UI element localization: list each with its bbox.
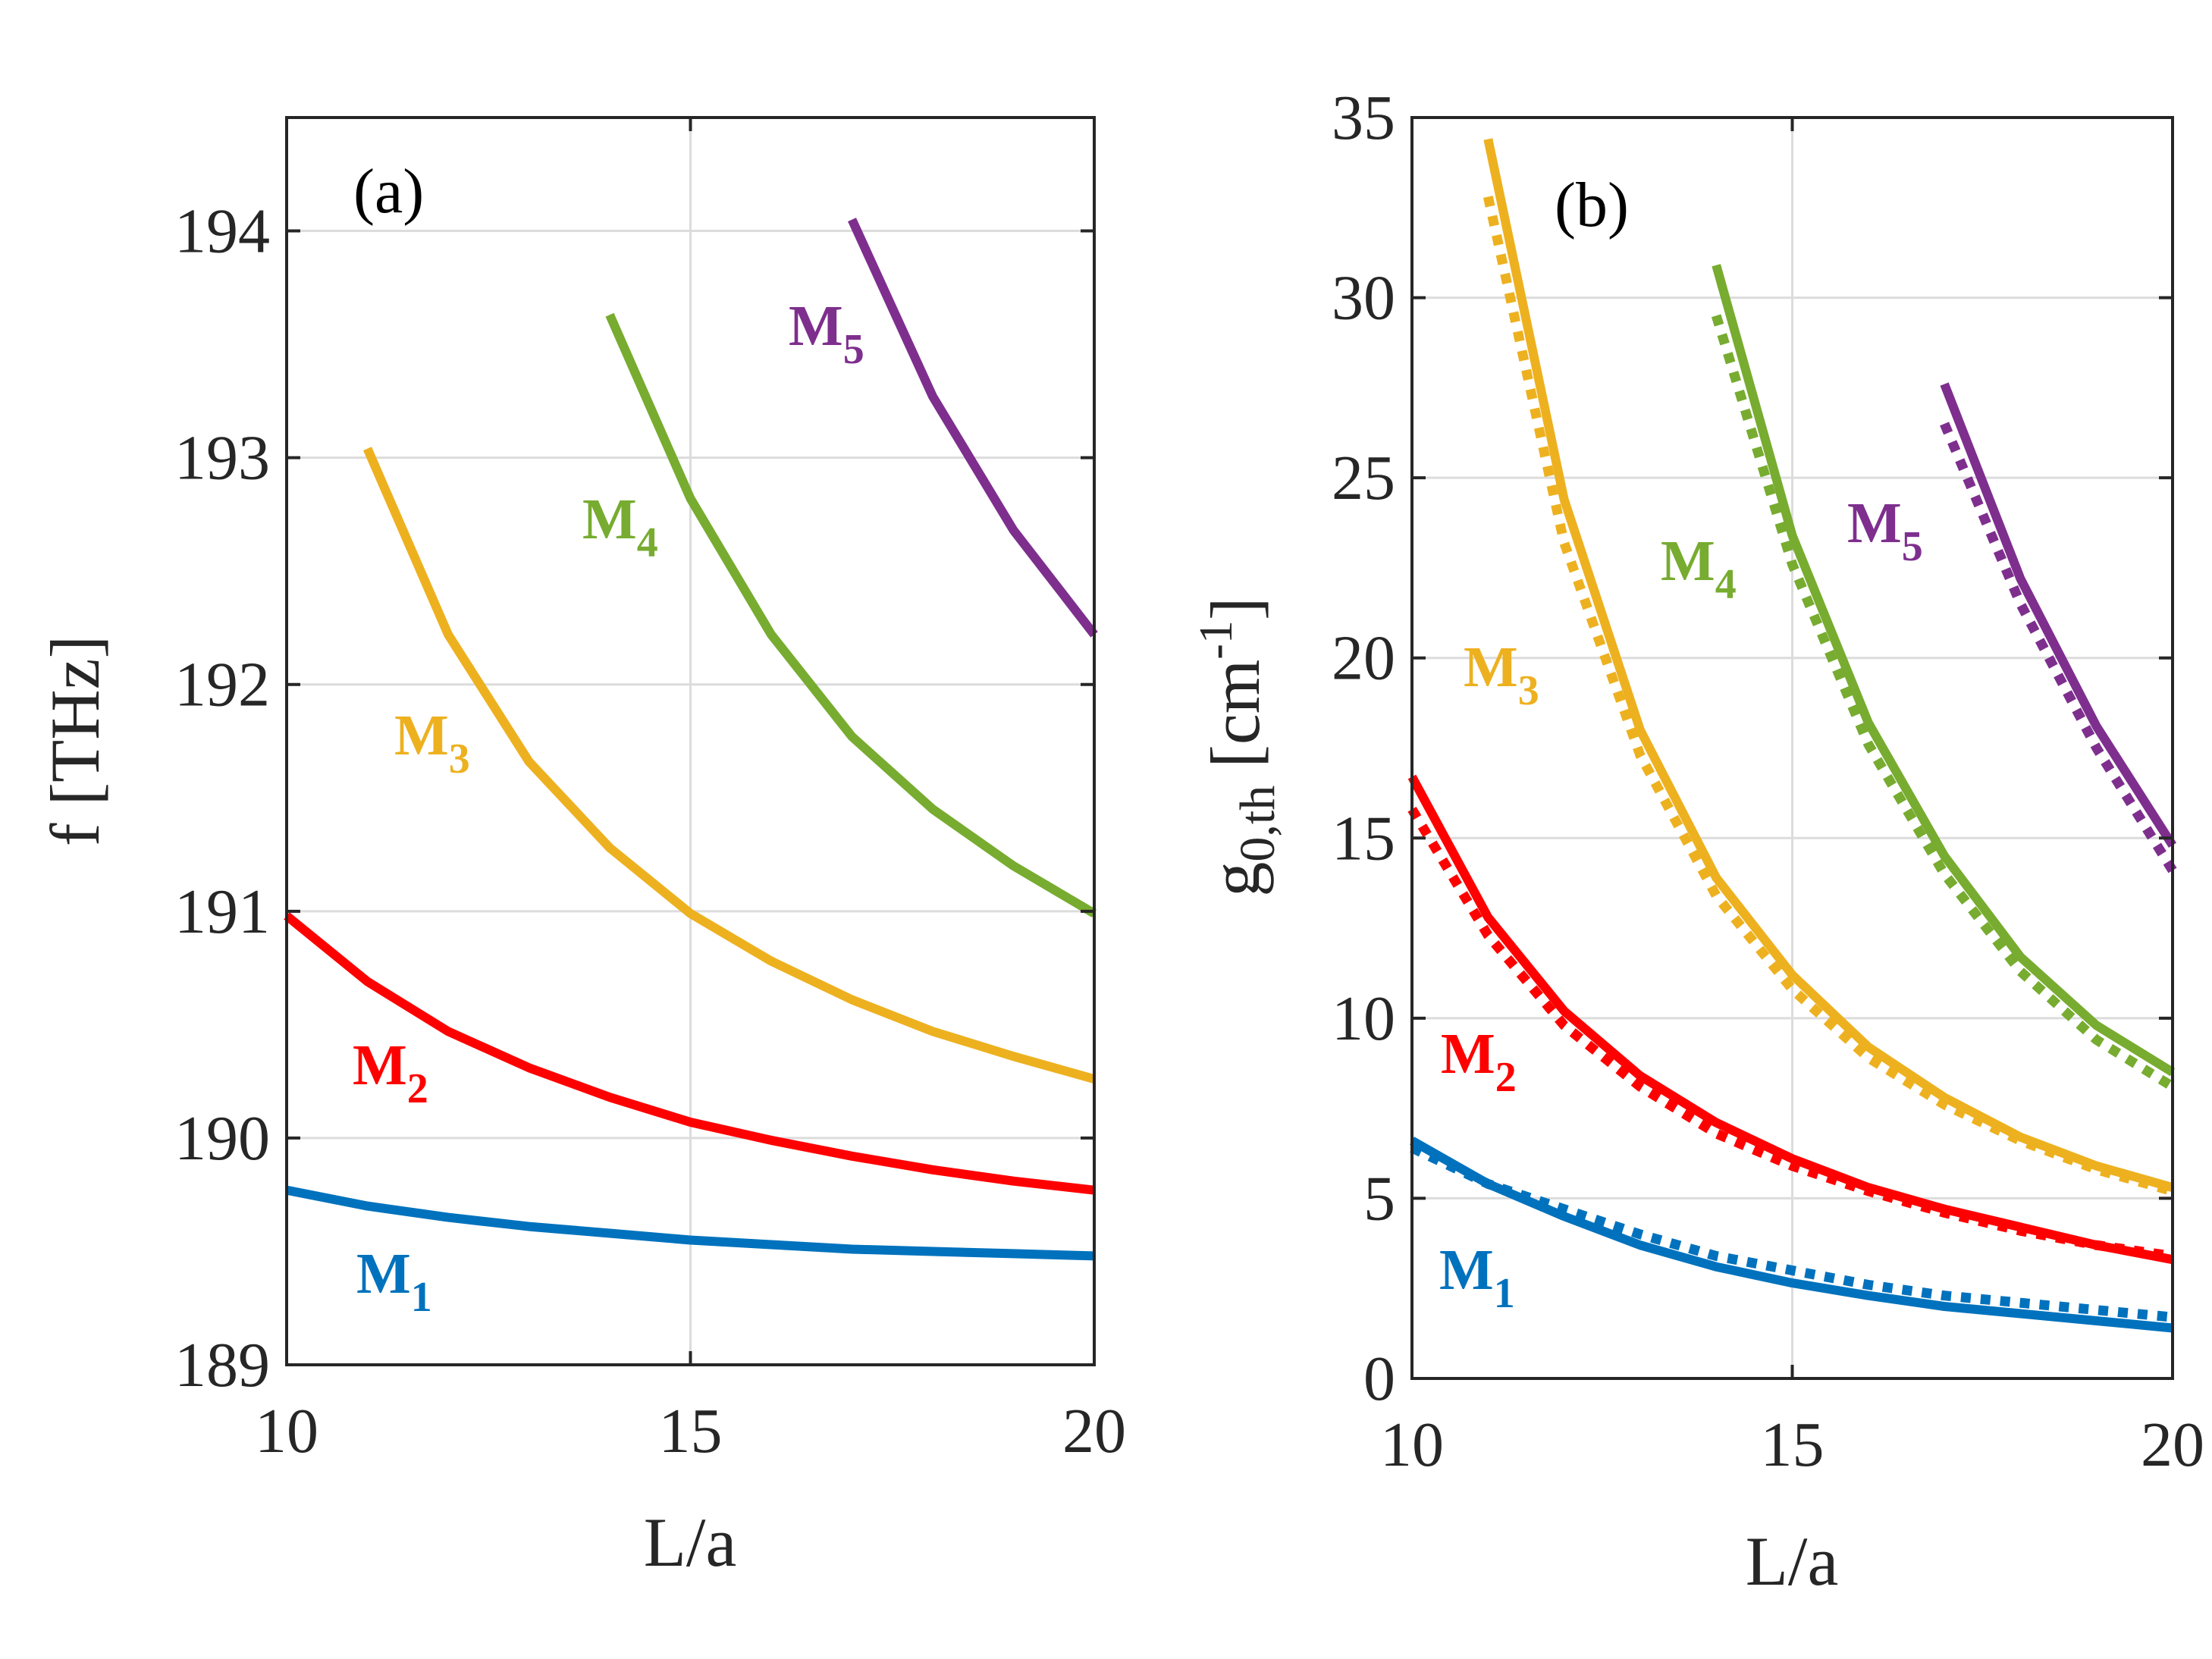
- mode-label-subscript: 2: [407, 1065, 428, 1112]
- y-tick-label: 30: [1332, 263, 1395, 334]
- series-line-m1: [285, 1185, 1095, 1261]
- series-line-m9-dotted: [1940, 422, 2177, 873]
- mode-label-m4: M4: [582, 488, 658, 566]
- mode-label-subscript: 4: [637, 519, 658, 566]
- series-line-m3: [362, 447, 1096, 1084]
- mode-label-m4: M4: [1661, 529, 1737, 608]
- mode-label-subscript: 3: [449, 735, 470, 782]
- y-tick-label: 190: [174, 1103, 270, 1174]
- ticks: [285, 118, 1096, 1366]
- x-tick-label: 15: [659, 1396, 723, 1466]
- y-tick-label: 189: [174, 1330, 270, 1400]
- mode-label-m3: M3: [394, 704, 470, 782]
- mode-label-letter: M: [353, 1033, 407, 1097]
- mode-label-letter: M: [1464, 635, 1518, 699]
- y-tick-label: 15: [1332, 803, 1395, 873]
- series-line-m3-dotted: [1407, 806, 2173, 1261]
- mode-label-letter: M: [394, 704, 449, 767]
- series-line-m1-dotted: [1410, 1143, 2173, 1322]
- mode-label-m2: M2: [1441, 1022, 1517, 1101]
- y-tick-label: 0: [1363, 1344, 1395, 1414]
- x-tick-label: 20: [2141, 1410, 2204, 1480]
- series-line-m5-dotted: [1483, 196, 2174, 1196]
- series-lines: [284, 218, 1098, 1261]
- mode-label-subscript: 2: [1495, 1054, 1517, 1101]
- mode-label-letter: M: [789, 294, 843, 358]
- mode-label-subscript: 4: [1715, 561, 1737, 608]
- mode-label-letter: M: [1661, 529, 1715, 593]
- y-tick-label: 192: [174, 650, 270, 720]
- mode-label-m3: M3: [1464, 635, 1539, 714]
- series-line-m4: [605, 312, 1097, 917]
- series-line-m5: [1940, 382, 2177, 848]
- series-line-m5: [848, 218, 1098, 638]
- y-tick-label: 20: [1332, 623, 1395, 694]
- y-tick-label: 10: [1332, 983, 1395, 1054]
- series-line-m3: [1483, 138, 2174, 1192]
- mode-label-letter: M: [1847, 491, 1902, 555]
- mode-label-m1: M1: [356, 1242, 432, 1321]
- mode-label-letter: M: [1439, 1238, 1494, 1302]
- mode-label-subscript: 1: [1494, 1270, 1515, 1317]
- x-tick-label: 10: [1380, 1410, 1444, 1480]
- mode-label-subscript: 5: [1902, 523, 1923, 570]
- mode-label-letter: M: [582, 488, 637, 551]
- panel-label-a: (a): [353, 156, 424, 227]
- y-tick-label: 193: [174, 423, 270, 494]
- mode-label-m2: M2: [353, 1033, 428, 1112]
- mode-label-subscript: 1: [411, 1274, 432, 1321]
- x-axis-title-b: L/a: [1746, 1523, 1839, 1600]
- x-tick-label: 20: [1062, 1396, 1126, 1466]
- x-tick-label: 15: [1761, 1410, 1825, 1480]
- mode-label-m1: M1: [1439, 1238, 1515, 1317]
- series-line-m4: [1712, 264, 2176, 1077]
- y-axis-title-a: f [THz]: [36, 635, 114, 846]
- mode-label-m5: M5: [789, 294, 864, 373]
- y-tick-label: 5: [1363, 1163, 1395, 1234]
- x-axis-title-b-text: L/a: [1746, 1523, 1839, 1600]
- mode-label-m5: M5: [1847, 491, 1923, 570]
- series-line-m7-dotted: [1711, 314, 2176, 1091]
- series-line-m2: [284, 912, 1095, 1195]
- y-tick-label: 25: [1332, 443, 1395, 513]
- mode-label-subscript: 3: [1518, 667, 1539, 714]
- y-tick-label: 191: [174, 877, 270, 947]
- y-tick-label: 194: [174, 196, 270, 267]
- series-lines: [1407, 138, 2177, 1333]
- x-axis-title-a: L/a: [644, 1504, 737, 1581]
- panel-label-b: (b): [1555, 170, 1629, 240]
- mode-label-letter: M: [356, 1242, 411, 1306]
- x-tick-label: 10: [255, 1396, 318, 1466]
- y-tick-label: 35: [1332, 83, 1395, 153]
- ticks: [1410, 116, 2174, 1380]
- mode-label-subscript: 5: [843, 326, 864, 373]
- mode-label-letter: M: [1441, 1022, 1495, 1086]
